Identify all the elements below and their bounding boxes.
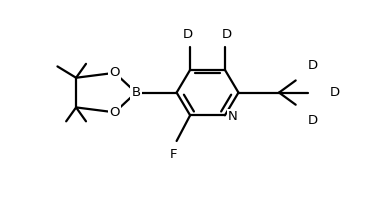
Text: N: N (228, 110, 238, 123)
Text: D: D (308, 59, 318, 71)
Text: F: F (170, 148, 178, 161)
Text: D: D (222, 28, 232, 41)
Text: D: D (308, 114, 318, 127)
Text: D: D (183, 28, 193, 41)
Text: O: O (109, 66, 120, 79)
Text: B: B (132, 86, 140, 99)
Text: D: D (329, 86, 340, 99)
Text: O: O (109, 106, 120, 119)
